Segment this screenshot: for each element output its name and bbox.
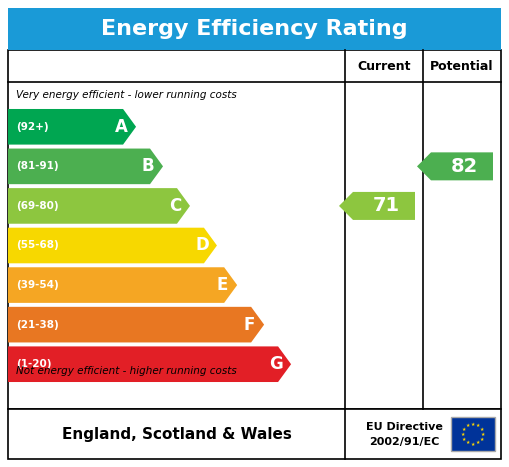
Text: 71: 71 <box>373 197 400 215</box>
Text: ★: ★ <box>476 423 480 428</box>
Text: Current: Current <box>357 59 411 72</box>
Text: (81-91): (81-91) <box>16 162 59 171</box>
Text: ★: ★ <box>476 440 480 445</box>
Text: ★: ★ <box>461 432 465 437</box>
Text: ★: ★ <box>481 432 485 437</box>
Polygon shape <box>8 347 291 382</box>
Polygon shape <box>8 149 163 184</box>
FancyBboxPatch shape <box>8 50 501 409</box>
Text: 2002/91/EC: 2002/91/EC <box>369 438 439 447</box>
Text: G: G <box>269 355 283 373</box>
Text: (21-38): (21-38) <box>16 319 59 330</box>
Text: (92+): (92+) <box>16 122 49 132</box>
Text: (39-54): (39-54) <box>16 280 59 290</box>
Polygon shape <box>339 192 415 220</box>
Polygon shape <box>8 109 136 145</box>
Text: ★: ★ <box>479 426 484 432</box>
Text: C: C <box>169 197 181 215</box>
Text: ★: ★ <box>471 441 475 446</box>
Text: Energy Efficiency Rating: Energy Efficiency Rating <box>101 19 408 39</box>
Text: ★: ★ <box>466 440 470 445</box>
Polygon shape <box>417 152 493 180</box>
Polygon shape <box>8 228 217 263</box>
Polygon shape <box>8 267 237 303</box>
Polygon shape <box>8 188 190 224</box>
Text: D: D <box>195 236 209 255</box>
Text: A: A <box>115 118 128 136</box>
Text: E: E <box>216 276 228 294</box>
Text: ★: ★ <box>479 437 484 441</box>
Text: F: F <box>243 316 255 333</box>
Text: England, Scotland & Wales: England, Scotland & Wales <box>62 426 292 441</box>
Text: ★: ★ <box>462 426 467 432</box>
FancyBboxPatch shape <box>451 417 495 451</box>
Text: 82: 82 <box>450 157 477 176</box>
Text: (55-68): (55-68) <box>16 241 59 250</box>
Text: Very energy efficient - lower running costs: Very energy efficient - lower running co… <box>16 90 237 99</box>
FancyBboxPatch shape <box>8 8 501 50</box>
Text: ★: ★ <box>466 423 470 428</box>
Text: EU Directive: EU Directive <box>366 422 443 432</box>
Text: (1-20): (1-20) <box>16 359 51 369</box>
Text: ★: ★ <box>471 422 475 426</box>
FancyBboxPatch shape <box>8 409 501 459</box>
Text: (69-80): (69-80) <box>16 201 59 211</box>
Text: Potential: Potential <box>430 59 494 72</box>
Polygon shape <box>8 307 264 342</box>
Text: ★: ★ <box>462 437 467 441</box>
Text: Not energy efficient - higher running costs: Not energy efficient - higher running co… <box>16 367 237 376</box>
Text: B: B <box>142 157 154 175</box>
